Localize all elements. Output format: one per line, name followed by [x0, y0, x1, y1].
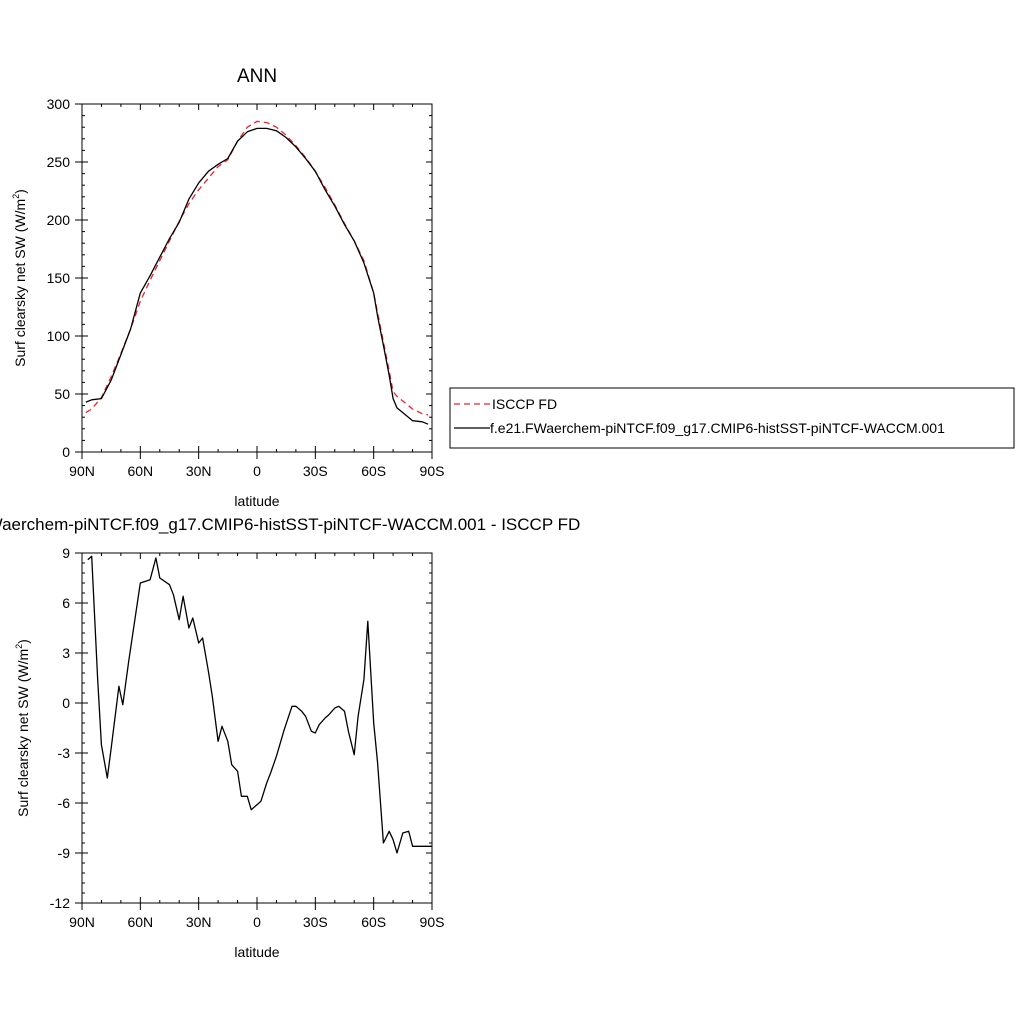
legend-label-model: f.e21.FWaerchem-piNTCF.f09_g17.CMIP6-his…: [490, 420, 945, 436]
legend-label-isccp: ISCCP FD: [492, 396, 557, 412]
bottom-x-axis-label: latitude: [234, 944, 279, 960]
top-x-tick-label: 90N: [69, 463, 95, 479]
bottom-y-tick-label: -9: [58, 845, 71, 861]
top-series-line-0: [85, 120, 429, 416]
top-series-line-1: [85, 127, 429, 425]
top-y-tick-label: 300: [47, 96, 71, 112]
bottom-x-tick-label: 0: [253, 914, 261, 930]
bottom-series-group: [87, 555, 432, 854]
top-panel: ANN 90N 60N 30N 0 30S 60S 90S 0 50 100 150 200 250 3…: [11, 66, 444, 509]
top-y-axis-label-close: ): [12, 189, 28, 194]
bottom-chart-title: f.e21.FWaerchem-piNTCF.f09_g17.CMIP6-his…: [0, 515, 580, 534]
bottom-y-tick-label: -12: [50, 895, 70, 911]
top-series-group: [85, 120, 429, 425]
top-x-axis-label: latitude: [234, 493, 279, 509]
bottom-x-ticks: 90N 60N 30N 0 30S 60S 90S: [69, 553, 444, 930]
top-y-axis-label-sup: 2: [11, 194, 21, 199]
top-y-tick-label: 250: [47, 154, 71, 170]
legend: ISCCP FD f.e21.FWaerchem-piNTCF.f09_g17.…: [449, 387, 1015, 449]
top-plot-frame: [81, 103, 433, 453]
top-x-tick-label: 90S: [420, 463, 445, 479]
bottom-x-tick-label: 30N: [186, 914, 212, 930]
bottom-x-tick-label: 30S: [303, 914, 328, 930]
top-x-tick-label: 60S: [361, 463, 386, 479]
top-y-axis-label-main: Surf clearsky net SW (W/m: [12, 199, 28, 367]
top-y-tick-label: 100: [47, 328, 71, 344]
bottom-series-line-0: [87, 555, 432, 854]
top-x-tick-label: 30N: [186, 463, 212, 479]
bottom-y-tick-label: 3: [62, 645, 70, 661]
top-x-ticks: 90N 60N 30N 0 30S 60S 90S: [69, 104, 444, 479]
top-x-tick-label: 0: [253, 463, 261, 479]
bottom-x-tick-label: 90S: [420, 914, 445, 930]
bottom-y-axis-label-main: Surf clearsky net SW (W/m: [15, 649, 31, 817]
bottom-plot-frame: [81, 552, 433, 904]
top-y-ticks: 0 50 100 150 200 250 300: [47, 96, 432, 460]
bottom-y-axis-label-close: ): [15, 639, 31, 644]
top-y-axis-label: Surf clearsky net SW (W/m2): [11, 189, 28, 367]
top-x-tick-label: 30S: [303, 463, 328, 479]
top-x-tick-label: 60N: [127, 463, 153, 479]
top-y-tick-label: 0: [62, 444, 70, 460]
bottom-y-axis-label: Surf clearsky net SW (W/m2): [14, 639, 31, 817]
top-y-tick-label: 150: [47, 270, 71, 286]
top-chart-title: ANN: [237, 66, 277, 87]
bottom-y-tick-label: 0: [62, 695, 70, 711]
bottom-x-tick-label: 60S: [361, 914, 386, 930]
bottom-y-axis-label-sup: 2: [14, 644, 24, 649]
bottom-y-tick-label: 9: [62, 545, 70, 561]
bottom-x-tick-label: 90N: [69, 914, 95, 930]
top-y-tick-label: 200: [47, 212, 71, 228]
bottom-y-tick-label: -6: [58, 795, 71, 811]
legend-box: [449, 387, 1015, 449]
bottom-y-ticks: -12 -9 -6 -3 0 3 6 9: [50, 545, 432, 911]
bottom-y-tick-label: -3: [58, 745, 71, 761]
bottom-x-tick-label: 60N: [127, 914, 153, 930]
top-y-tick-label: 50: [54, 386, 70, 402]
bottom-y-tick-label: 6: [62, 595, 70, 611]
bottom-panel: f.e21.FWaerchem-piNTCF.f09_g17.CMIP6-his…: [0, 515, 580, 960]
